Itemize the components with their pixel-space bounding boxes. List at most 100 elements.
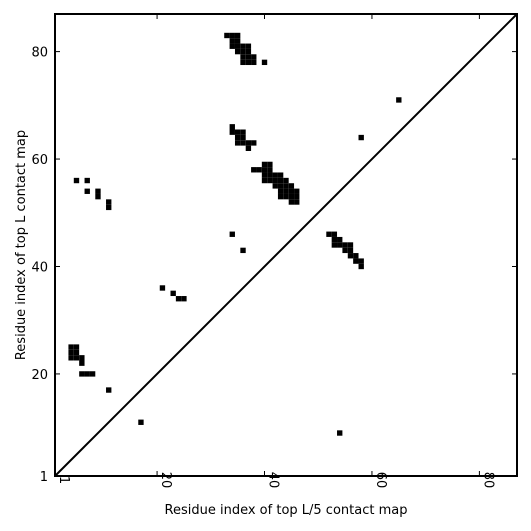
contact-cell-upper bbox=[267, 167, 273, 173]
contact-cell-lower bbox=[68, 349, 74, 356]
contact-cell-upper bbox=[283, 188, 289, 194]
contact-cell-upper bbox=[347, 242, 354, 248]
contact-cell-lower bbox=[106, 199, 112, 205]
contact-cell-upper bbox=[240, 247, 246, 254]
contact-cell-upper bbox=[234, 140, 241, 146]
contact-cell-lower bbox=[138, 419, 144, 425]
contact-cell-lower bbox=[337, 430, 343, 436]
contact-cell-upper bbox=[358, 258, 364, 264]
contact-cell-upper bbox=[261, 59, 268, 66]
contact-cell-upper bbox=[229, 129, 235, 135]
contact-cell-upper bbox=[288, 188, 295, 194]
contact-cell-lower bbox=[68, 344, 74, 350]
contact-cell-upper bbox=[267, 172, 273, 178]
contact-cell-upper bbox=[224, 32, 230, 39]
x-tick-label: 1 bbox=[56, 476, 71, 484]
contact-cell-upper bbox=[331, 236, 338, 243]
contact-cell-lower bbox=[73, 355, 80, 361]
contact-cell-upper bbox=[358, 134, 364, 141]
contact-cell-lower bbox=[170, 290, 176, 297]
contact-cell-lower bbox=[79, 360, 85, 366]
contact-cell-upper bbox=[331, 231, 338, 237]
contact-cell-upper bbox=[234, 43, 241, 49]
contact-cell-upper bbox=[240, 140, 246, 146]
x-tick-label: 80 bbox=[480, 472, 495, 489]
contact-cell-upper bbox=[229, 32, 235, 39]
contact-cell-lower bbox=[95, 188, 101, 194]
contact-cell-lower bbox=[175, 296, 182, 302]
contact-cell-upper bbox=[272, 177, 278, 184]
contact-cell-upper bbox=[245, 145, 252, 151]
contact-cell-lower bbox=[73, 349, 80, 356]
contact-cell-upper bbox=[229, 124, 235, 130]
contact-cell-upper bbox=[331, 242, 338, 248]
contact-cell-upper bbox=[294, 188, 300, 194]
contact-cell-upper bbox=[234, 48, 241, 55]
contact-cell-upper bbox=[358, 263, 364, 270]
y-axis-label: Residue index of top L contact map bbox=[14, 130, 29, 360]
contact-cell-upper bbox=[251, 54, 257, 60]
contact-cell-upper bbox=[234, 129, 241, 135]
contact-cell-upper bbox=[245, 140, 252, 146]
contact-cell-lower bbox=[106, 204, 112, 211]
contact-cell-upper bbox=[229, 43, 235, 49]
contact-cell-upper bbox=[353, 253, 359, 259]
contact-cell-upper bbox=[342, 247, 348, 254]
contact-cell-lower bbox=[95, 193, 101, 200]
contact-cell-upper bbox=[240, 43, 246, 49]
x-axis-label: Residue index of top L/5 contact map bbox=[165, 503, 408, 518]
contact-cell-lower bbox=[79, 371, 85, 377]
contact-cell-upper bbox=[347, 253, 354, 259]
y-tick-label: 40 bbox=[31, 260, 48, 275]
contact-cell-upper bbox=[288, 199, 295, 205]
contact-cell-upper bbox=[240, 134, 246, 141]
contact-cell-upper bbox=[277, 193, 284, 200]
contact-cell-upper bbox=[261, 172, 268, 178]
contact-cell-upper bbox=[353, 258, 359, 264]
y-tick-label: 80 bbox=[31, 46, 48, 61]
y-tick-label: 1 bbox=[40, 470, 48, 485]
contact-cell-lower bbox=[89, 371, 96, 377]
contact-cell-upper bbox=[261, 177, 268, 184]
contact-cell-upper bbox=[337, 242, 343, 248]
contact-cell-upper bbox=[337, 236, 343, 243]
contact-cell-upper bbox=[261, 167, 268, 173]
contact-cell-upper bbox=[240, 129, 246, 135]
contact-cell-upper bbox=[277, 177, 284, 184]
contact-cell-lower bbox=[73, 177, 80, 184]
contact-cell-upper bbox=[277, 172, 284, 178]
diagonal-line bbox=[54, 13, 518, 477]
x-tick-label: 40 bbox=[266, 472, 281, 489]
y-tick-label: 60 bbox=[31, 153, 48, 168]
contact-cell-upper bbox=[277, 183, 284, 189]
contact-cell-lower bbox=[106, 387, 112, 393]
x-tick-label: 60 bbox=[373, 472, 388, 489]
contact-cell-upper bbox=[251, 167, 257, 173]
plot-frame bbox=[54, 13, 518, 477]
contact-cell-upper bbox=[347, 247, 354, 254]
contact-cell-upper bbox=[245, 59, 252, 66]
contact-cell-upper bbox=[240, 48, 246, 55]
x-tick-label: 20 bbox=[158, 472, 173, 489]
contact-cell-upper bbox=[245, 54, 252, 60]
contact-cell-lower bbox=[84, 188, 90, 194]
contact-cell-upper bbox=[245, 48, 252, 55]
contact-cell-upper bbox=[277, 188, 284, 194]
contact-cells bbox=[68, 32, 402, 436]
contact-cell-upper bbox=[283, 193, 289, 200]
contact-cell-upper bbox=[251, 140, 257, 146]
contact-cell-upper bbox=[245, 43, 252, 49]
contact-cell-upper bbox=[288, 193, 295, 200]
contact-cell-upper bbox=[342, 242, 348, 248]
contact-cell-upper bbox=[283, 183, 289, 189]
contact-cell-upper bbox=[234, 32, 241, 39]
contact-cell-lower bbox=[159, 285, 166, 291]
contact-cell-upper bbox=[234, 134, 241, 141]
contact-cell-lower bbox=[181, 296, 187, 302]
contact-cell-upper bbox=[234, 38, 241, 44]
contact-cell-upper bbox=[240, 59, 246, 66]
contact-cell-upper bbox=[294, 193, 300, 200]
contact-cell-upper bbox=[256, 167, 262, 173]
contact-cell-upper bbox=[288, 183, 295, 189]
